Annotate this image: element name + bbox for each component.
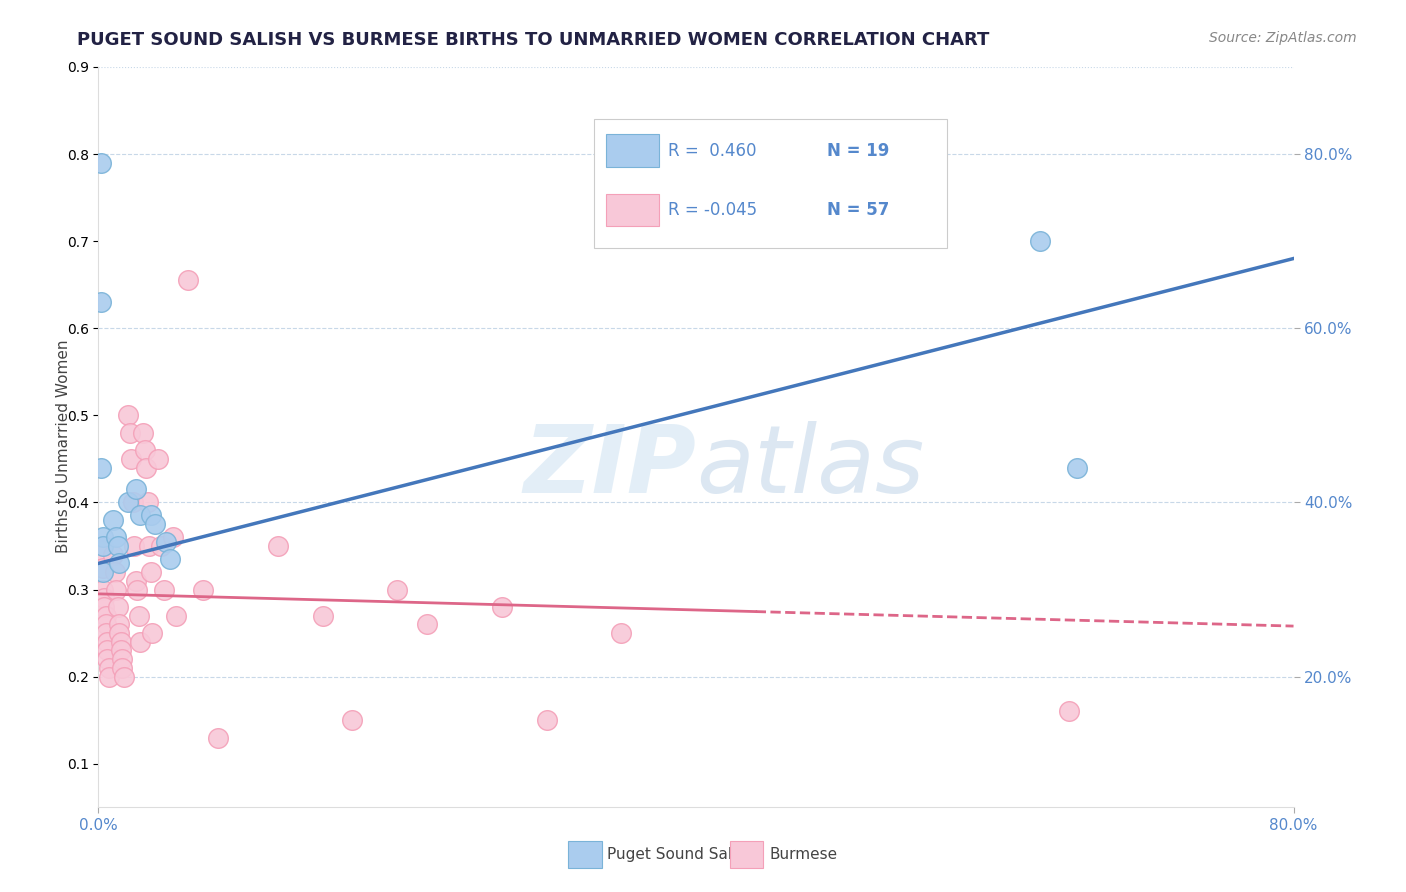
Point xyxy=(105,530,128,544)
Text: Burmese: Burmese xyxy=(769,847,837,862)
Text: Source: ZipAtlas.com: Source: ZipAtlas.com xyxy=(1209,31,1357,45)
Point xyxy=(103,513,125,527)
Text: Puget Sound Salish: Puget Sound Salish xyxy=(607,847,755,862)
Point xyxy=(207,731,229,745)
Point xyxy=(141,626,163,640)
Point xyxy=(136,495,159,509)
Text: R =  0.460: R = 0.460 xyxy=(668,142,756,160)
Point xyxy=(91,582,114,597)
Point xyxy=(104,565,127,579)
Point xyxy=(135,460,157,475)
Point xyxy=(165,608,187,623)
Point xyxy=(385,582,409,597)
Point xyxy=(103,548,125,562)
Point xyxy=(108,617,131,632)
Text: ZIP: ZIP xyxy=(523,421,696,513)
Text: Births to Unmarried Women: Births to Unmarried Women xyxy=(56,339,70,553)
Point xyxy=(124,539,146,553)
Point xyxy=(129,508,152,523)
Point xyxy=(150,539,173,553)
Text: atlas: atlas xyxy=(696,421,924,512)
Point xyxy=(162,530,184,544)
Point xyxy=(132,425,155,440)
Point xyxy=(110,634,132,648)
Text: R = -0.045: R = -0.045 xyxy=(668,201,758,219)
Point xyxy=(267,539,290,553)
Point xyxy=(96,652,118,666)
Point xyxy=(121,495,143,509)
Point xyxy=(134,443,156,458)
Point xyxy=(610,626,633,640)
Point xyxy=(107,539,129,553)
Point xyxy=(1059,705,1081,719)
Point xyxy=(96,643,118,657)
Point xyxy=(108,626,131,640)
Point xyxy=(94,626,117,640)
Point xyxy=(127,582,149,597)
FancyBboxPatch shape xyxy=(606,135,659,167)
Point xyxy=(90,155,112,169)
Text: PUGET SOUND SALISH VS BURMESE BIRTHS TO UNMARRIED WOMEN CORRELATION CHART: PUGET SOUND SALISH VS BURMESE BIRTHS TO … xyxy=(77,31,990,49)
Point xyxy=(93,591,115,606)
Point xyxy=(105,582,128,597)
Point xyxy=(108,557,131,571)
Point xyxy=(159,552,181,566)
Point xyxy=(143,517,166,532)
Point xyxy=(117,409,139,423)
Point xyxy=(90,460,112,475)
Point xyxy=(91,539,114,553)
Point xyxy=(128,608,150,623)
FancyBboxPatch shape xyxy=(606,194,659,226)
Point xyxy=(125,574,148,588)
Point xyxy=(117,495,139,509)
Point xyxy=(139,565,162,579)
Point xyxy=(110,643,132,657)
FancyBboxPatch shape xyxy=(595,119,948,248)
Point xyxy=(91,530,114,544)
Point xyxy=(97,661,120,675)
Point xyxy=(342,713,364,727)
Point xyxy=(91,565,114,579)
Point xyxy=(111,652,134,666)
Point xyxy=(94,617,117,632)
Point xyxy=(1028,234,1050,248)
Point xyxy=(536,713,558,727)
Point xyxy=(90,295,112,310)
Point xyxy=(125,483,148,497)
Point xyxy=(153,582,176,597)
Point xyxy=(191,582,214,597)
Point xyxy=(97,670,120,684)
Point xyxy=(177,273,200,287)
Point xyxy=(94,608,117,623)
Point xyxy=(148,451,170,466)
Point xyxy=(311,608,333,623)
Point xyxy=(91,560,114,574)
Point xyxy=(93,599,115,614)
Point xyxy=(1066,460,1088,475)
Point xyxy=(107,599,129,614)
Point xyxy=(139,508,162,523)
Text: N = 57: N = 57 xyxy=(827,201,890,219)
Point xyxy=(129,634,152,648)
Point xyxy=(120,451,142,466)
Point xyxy=(491,599,513,614)
Point xyxy=(112,670,135,684)
Point xyxy=(138,539,160,553)
Point xyxy=(416,617,439,632)
Point xyxy=(90,543,112,558)
Point xyxy=(155,534,177,549)
Point xyxy=(111,661,134,675)
Point xyxy=(118,425,141,440)
Point xyxy=(96,634,118,648)
Text: N = 19: N = 19 xyxy=(827,142,890,160)
